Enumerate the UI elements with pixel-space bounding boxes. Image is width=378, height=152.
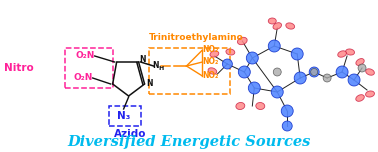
Text: N: N (139, 55, 146, 64)
Text: H: H (158, 67, 163, 71)
Circle shape (281, 105, 293, 117)
Text: Diversified Energetic Sources: Diversified Energetic Sources (68, 135, 311, 149)
Circle shape (358, 64, 366, 72)
Text: NO₂: NO₂ (203, 71, 219, 81)
Circle shape (311, 69, 318, 76)
Circle shape (348, 74, 360, 86)
Ellipse shape (366, 69, 374, 75)
Text: NO₂: NO₂ (203, 57, 219, 67)
Circle shape (291, 48, 303, 60)
Circle shape (273, 68, 281, 76)
Text: N₃: N₃ (117, 111, 130, 121)
Circle shape (294, 72, 306, 84)
Text: N: N (147, 78, 153, 88)
Ellipse shape (345, 49, 355, 55)
Circle shape (222, 59, 232, 69)
Circle shape (268, 40, 280, 52)
Text: Trinitroethylamino: Trinitroethylamino (149, 33, 244, 43)
Ellipse shape (338, 51, 346, 57)
Ellipse shape (226, 49, 235, 55)
Ellipse shape (268, 18, 276, 24)
Ellipse shape (356, 59, 364, 66)
Text: Azido: Azido (115, 129, 147, 139)
Circle shape (248, 82, 260, 94)
Ellipse shape (210, 51, 219, 57)
Circle shape (336, 66, 348, 78)
Circle shape (239, 66, 250, 78)
Ellipse shape (236, 102, 245, 110)
Text: O₂N: O₂N (73, 74, 92, 83)
Text: O₂N: O₂N (75, 52, 94, 60)
Ellipse shape (356, 95, 364, 101)
Circle shape (282, 121, 292, 131)
Ellipse shape (273, 23, 282, 29)
Circle shape (323, 74, 331, 82)
Text: Nitro: Nitro (4, 63, 34, 73)
Ellipse shape (286, 23, 294, 29)
Circle shape (246, 52, 258, 64)
Text: N: N (152, 62, 159, 71)
Text: NO₂: NO₂ (203, 45, 219, 55)
Ellipse shape (366, 91, 375, 97)
Circle shape (309, 67, 319, 77)
Ellipse shape (237, 37, 247, 45)
Ellipse shape (208, 68, 217, 74)
Circle shape (271, 86, 283, 98)
Ellipse shape (256, 102, 265, 109)
